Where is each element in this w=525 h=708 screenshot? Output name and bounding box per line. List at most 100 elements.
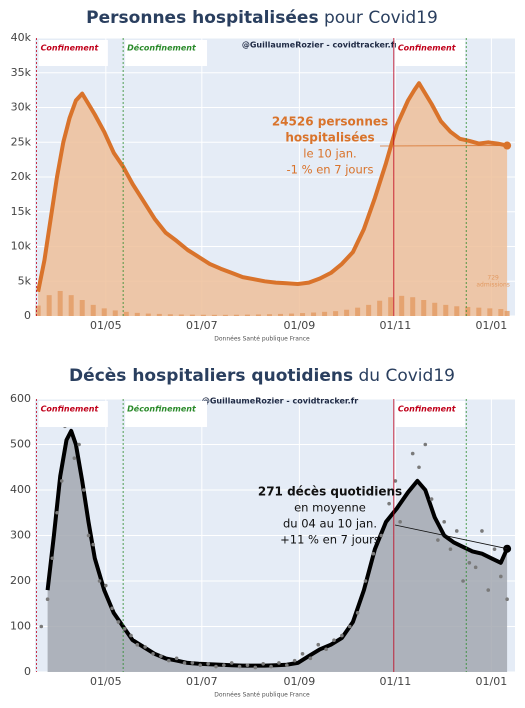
scatter-point	[486, 588, 491, 592]
bar	[46, 295, 52, 316]
scatter-point	[245, 663, 250, 667]
chart: Personnes hospitalisées pour Covid19 0 5k 1…	[11, 8, 515, 343]
bar	[311, 312, 317, 316]
scatter-point	[332, 638, 336, 642]
event-label-box	[38, 401, 108, 427]
bar	[167, 314, 173, 316]
scatter-point	[190, 661, 195, 665]
scatter-point	[442, 520, 446, 524]
scatter-point	[214, 664, 218, 669]
scatter-point	[480, 529, 484, 533]
event-label-box	[395, 40, 466, 66]
scatter-point	[292, 658, 297, 663]
chart-title: Personnes hospitalisées pour Covid19	[86, 8, 438, 28]
bar	[355, 307, 361, 316]
scatter-point	[222, 663, 226, 667]
bar	[68, 295, 74, 316]
line	[36, 81, 508, 293]
scatter-point	[237, 664, 242, 669]
bar	[57, 290, 63, 316]
y-tick-label: 200	[10, 574, 31, 587]
scatter-point	[198, 663, 203, 667]
bar	[222, 314, 228, 316]
scatter-point	[398, 520, 402, 524]
scatter-point	[429, 497, 434, 501]
scatter-point	[387, 501, 391, 506]
bar	[200, 314, 206, 316]
annotation: 24526 personnes	[272, 115, 388, 129]
annotation: 271 décès quotidiens	[258, 485, 402, 499]
bar	[333, 311, 339, 316]
scatter-point	[143, 645, 147, 649]
y-tick-label: 0	[24, 309, 31, 322]
scatter-point	[182, 661, 187, 665]
scatter-point	[417, 465, 421, 470]
scatter-point	[174, 656, 179, 661]
y-tick-label: 600	[10, 392, 31, 405]
bar	[266, 314, 272, 316]
bar	[112, 310, 118, 316]
scatter-point	[492, 547, 497, 551]
area-fill	[47, 430, 508, 672]
event-label: Confinement	[398, 405, 457, 414]
x-tick-label: 01/09	[284, 675, 316, 688]
x-tick-label: 01/07	[186, 319, 218, 332]
watermark: @GuillaumeRozier - covidtracker.fr	[242, 41, 398, 50]
event-label-box	[125, 40, 208, 66]
scatter-point	[206, 662, 210, 666]
x-tick-label: 01/09	[284, 319, 316, 332]
bar	[476, 307, 482, 316]
bar	[145, 313, 151, 316]
scatter-point	[110, 606, 114, 611]
event-label: Confinement	[41, 44, 100, 53]
bar	[211, 314, 217, 316]
event-label: Déconfinement	[127, 43, 197, 53]
scatter-point	[448, 547, 453, 551]
scatter-point	[86, 533, 91, 538]
scatter-point	[159, 654, 163, 658]
scatter-point	[104, 583, 108, 588]
bar	[289, 313, 295, 316]
bar	[156, 313, 162, 316]
bar-end-label: 729	[487, 275, 499, 282]
scatter-point	[505, 597, 509, 601]
scatter-point	[308, 656, 313, 661]
watermark: @GuillaumeRozier - covidtracker.fr	[202, 397, 358, 406]
scatter-point	[72, 456, 77, 460]
scatter-point	[467, 561, 472, 565]
scatter-point	[393, 479, 398, 483]
scatter-point	[253, 665, 258, 670]
event-label-box	[125, 401, 208, 427]
scatter-point	[461, 579, 465, 583]
bar	[432, 302, 438, 316]
event-label-box	[38, 40, 108, 66]
x-tick-label: 01/01	[476, 319, 508, 332]
annotation: en moyenne	[294, 501, 366, 515]
bar	[377, 300, 383, 316]
scatter-point	[55, 510, 59, 515]
scatter-point	[166, 658, 171, 663]
scatter-point	[285, 663, 289, 667]
event-label: Confinement	[41, 405, 100, 414]
scatter-point	[340, 633, 344, 638]
scatter-point	[45, 597, 50, 601]
scatter-point	[261, 662, 265, 666]
y-tick-label: 35k	[11, 66, 32, 79]
title-part: pour Covid19	[319, 8, 438, 28]
scatter-point	[77, 442, 81, 447]
bar	[255, 314, 261, 316]
scatter-point	[39, 624, 44, 629]
scatter-point	[499, 574, 503, 579]
chart: Décès hospitaliers quotidiens du Covid19…	[10, 366, 515, 699]
scatter-point	[410, 451, 415, 456]
scatter-point	[436, 538, 440, 542]
scatter-point	[473, 565, 478, 570]
scatter-point	[151, 652, 155, 656]
bar-note: admissions	[476, 282, 510, 289]
scatter-point	[423, 442, 428, 447]
scatter-point	[97, 579, 102, 583]
source: Données Santé publique France	[214, 336, 310, 343]
area-fill	[38, 83, 508, 316]
